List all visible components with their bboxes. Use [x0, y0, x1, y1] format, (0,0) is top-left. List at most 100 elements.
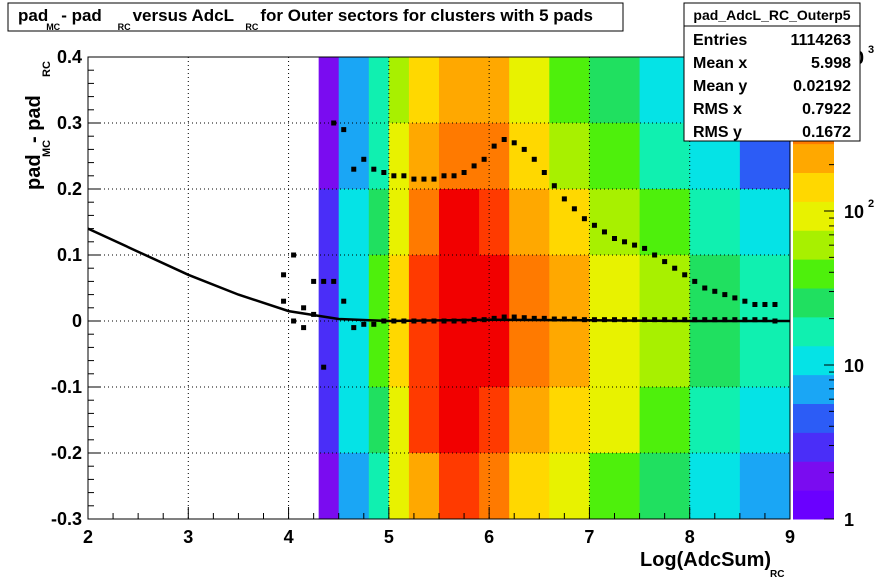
series-rms-point-11	[391, 173, 397, 179]
heatmap-cell-2-5	[439, 189, 480, 256]
heatmap-cell-3-7	[509, 255, 550, 322]
heatmap-cell-5-3	[388, 387, 410, 454]
heatmap-cell-2-1	[338, 189, 370, 256]
series-rms-point-6	[341, 127, 347, 133]
heatmap-cell-6-7	[509, 453, 550, 520]
stats-value-0: 1114263	[790, 32, 851, 49]
x-tick-label-6: 8	[685, 527, 695, 547]
heatmap-cell-4-1	[338, 321, 370, 388]
series-rms-point-10	[381, 170, 387, 175]
heatmap-cell-1-0	[318, 123, 340, 190]
heatmap-cell-4-9	[589, 321, 641, 388]
series-rms-point-5	[331, 120, 337, 126]
heatmap-cell-5-7	[509, 387, 550, 454]
series-mean-point-45	[732, 317, 738, 323]
heatmap-cell-2-4	[408, 189, 440, 256]
heatmap-cell-5-0	[318, 387, 340, 454]
palette-label-1: 10	[844, 356, 864, 376]
heatmap-cell-5-6	[479, 387, 510, 454]
y-axis-label-part-2: - pad	[23, 95, 45, 143]
series-rms-point-34	[622, 239, 628, 245]
series-rms-point-15	[431, 176, 437, 182]
stats-label-1: Mean x	[693, 55, 747, 72]
heatmap-cell-3-10	[639, 255, 691, 322]
palette-swatch-6	[793, 316, 834, 347]
heatmap-cell-4-6	[479, 321, 510, 388]
heatmap-cell-2-12	[739, 189, 791, 256]
heatmap-cell-0-6	[479, 57, 510, 124]
series-rms-point-39	[672, 265, 678, 271]
heatmap-cell-6-3	[388, 453, 410, 520]
heatmap-cell-2-0	[318, 189, 340, 256]
y-tick-label-7: 0.4	[57, 47, 82, 67]
stats-box: pad_AdcL_RC_Outerp5 Entries 1114263 Mean x 5…	[683, 2, 861, 142]
heatmap-cell-5-10	[639, 387, 691, 454]
heatmap-cell-5-4	[408, 387, 440, 454]
heatmap-cell-1-2	[368, 123, 390, 190]
series-mean-point-11	[391, 318, 397, 324]
heatmap-cell-3-5	[439, 255, 480, 322]
palette-swatch-0	[793, 490, 834, 520]
palette-label-2: 10	[844, 202, 864, 222]
title-part-4: versus AdcL	[133, 6, 234, 25]
stats-value-2: 0.02192	[793, 78, 851, 95]
series-rms-point-30	[581, 216, 587, 222]
series-rms-point-32	[601, 229, 607, 235]
series-mean-point-21	[491, 315, 497, 321]
series-rms-point-44	[722, 292, 728, 298]
palette-swatch-12	[793, 143, 834, 173]
x-axis-label: Log(AdcSum)	[640, 549, 771, 571]
series-rms-point-43	[712, 288, 718, 294]
x-axis-label-sub: RC	[770, 569, 784, 578]
heatmap-cell-4-3	[388, 321, 410, 388]
series-mean-point-6	[341, 298, 347, 304]
heatmap-cell-1-5	[439, 123, 480, 190]
palette-swatch-8	[793, 259, 834, 289]
heatmap-cell-6-9	[589, 453, 641, 520]
series-mean-point-39	[672, 317, 678, 323]
series-rms-point-47	[752, 302, 758, 307]
series-mean-point-44	[722, 317, 728, 323]
heatmap-cell-1-6	[479, 123, 510, 190]
series-mean-point-31	[591, 317, 597, 323]
heatmap-cell-5-5	[439, 387, 480, 454]
series-rms-point-16	[441, 173, 447, 179]
heatmap-cell-6-4	[408, 453, 440, 520]
x-tick-label-0: 2	[83, 527, 93, 547]
heatmap-cell-0-1	[338, 57, 370, 124]
heatmap-cell-2-7	[509, 189, 550, 256]
series-mean-point-34	[622, 317, 628, 323]
series-mean-point-37	[652, 317, 658, 323]
series-rms-point-1	[291, 252, 297, 258]
heatmap-cell-6-11	[689, 453, 741, 520]
series-mean-point-8	[361, 321, 367, 327]
y-tick-label-0: -0.3	[51, 509, 82, 529]
series-mean-point-29	[571, 316, 577, 322]
series-mean-point-0	[281, 298, 287, 304]
series-rms-point-41	[692, 278, 698, 284]
series-rms-point-29	[571, 206, 577, 212]
series-mean-point-41	[692, 317, 698, 323]
heatmap-cell-2-2	[368, 189, 390, 256]
title-part-0: pad	[18, 6, 48, 25]
series-mean-point-19	[471, 317, 477, 323]
stats-value-1: 5.998	[811, 55, 851, 72]
heatmap-cell-0-3	[388, 57, 410, 124]
series-mean-point-25	[531, 315, 537, 321]
heatmap-cell-6-2	[368, 453, 390, 520]
title-part-2: - pad	[61, 6, 102, 25]
stats-value-4: 0.1672	[802, 124, 851, 141]
series-mean-point-13	[411, 318, 417, 324]
heatmap-cell-6-8	[549, 453, 590, 520]
stats-label-3: RMS x	[693, 101, 742, 118]
series-mean-point-18	[461, 318, 467, 324]
series-rms-point-31	[591, 222, 597, 228]
x-tick-label-4: 6	[484, 527, 494, 547]
heatmap-cell-4-7	[509, 321, 550, 388]
series-mean-point-47	[752, 317, 758, 323]
title-part-1: MC	[46, 22, 60, 32]
series-mean-point-15	[431, 318, 437, 324]
palette-swatch-5	[793, 345, 834, 376]
series-mean-point-12	[401, 318, 407, 324]
